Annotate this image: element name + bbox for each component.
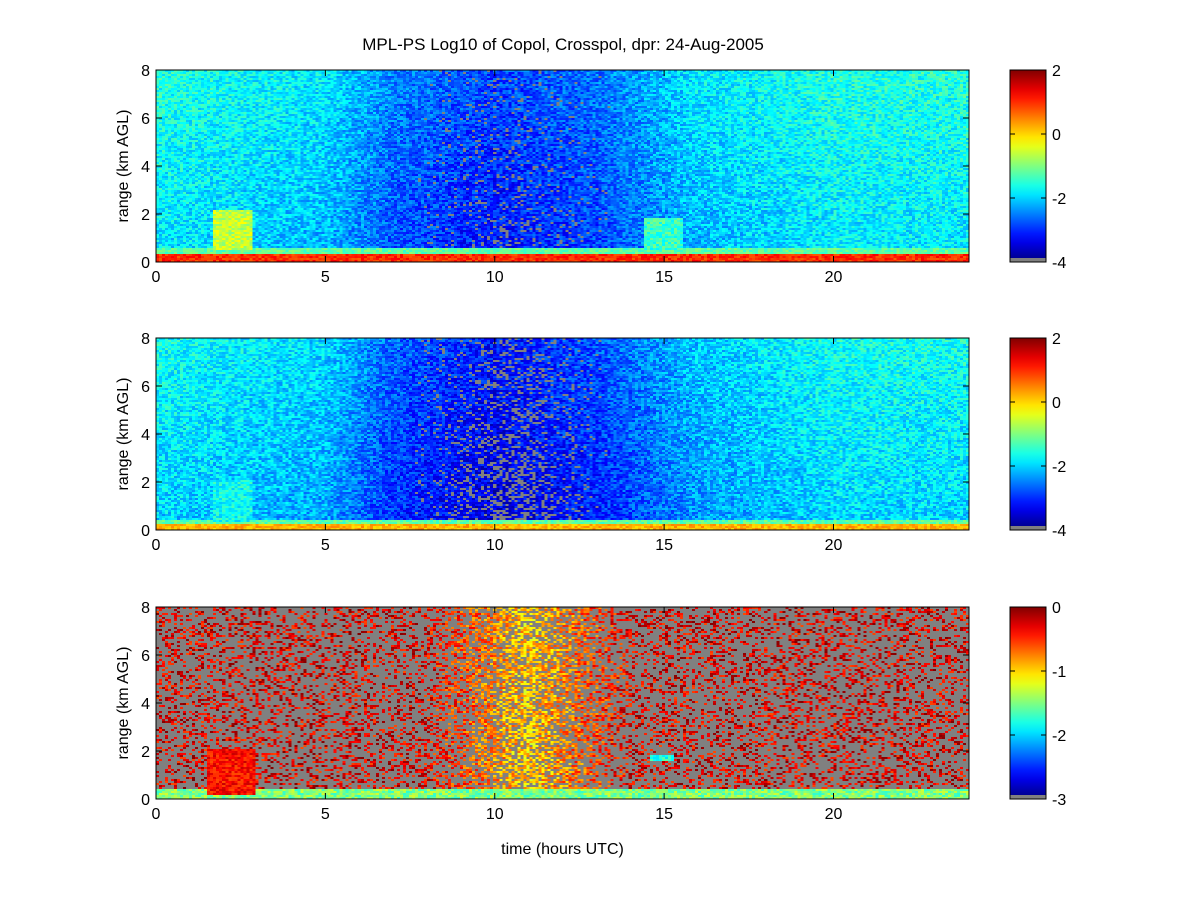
y-tick-label: 0: [141, 255, 150, 272]
colorbar-tick-label: -2: [1052, 191, 1066, 208]
colorbar-tick-label: -4: [1052, 255, 1066, 272]
y-tick-label: 6: [141, 111, 150, 128]
x-axis-label: time (hours UTC): [501, 841, 624, 858]
colorbar-tick-label: -3: [1052, 792, 1066, 809]
heatmap-image: [156, 70, 969, 262]
colorbar-tick-label: 2: [1052, 63, 1061, 80]
figure-title: MPL-PS Log10 of Copol, Crosspol, dpr: 24…: [362, 35, 764, 54]
colorbar-tick-label: -2: [1052, 728, 1066, 745]
y-tick-label: 4: [141, 696, 150, 713]
x-tick-label: 0: [152, 806, 161, 823]
x-tick-label: 10: [486, 806, 504, 823]
colorbar: [1010, 70, 1046, 262]
x-tick-label: 5: [321, 806, 330, 823]
heatmap-image: [156, 607, 969, 799]
x-tick-label: 0: [152, 537, 161, 554]
colorbar-tick-label: 0: [1052, 395, 1061, 412]
colorbar-tick-label: 0: [1052, 127, 1061, 144]
colorbar-tick-label: -2: [1052, 459, 1066, 476]
x-tick-label: 5: [321, 537, 330, 554]
x-tick-label: 15: [655, 269, 673, 286]
y-tick-label: 2: [141, 475, 150, 492]
colorbar-missing-swatch: [1010, 258, 1046, 262]
heatmap-panel-3: 0 5 10 15 20 0 2 4 6 8 range (km AGL) time (hours U…: [115, 600, 1066, 858]
colorbar-missing-swatch: [1010, 526, 1046, 530]
y-tick-label: 8: [141, 600, 150, 617]
x-tick-label: 20: [825, 269, 843, 286]
colorbar-frame: [1009, 337, 1047, 531]
y-tick-label: 6: [141, 379, 150, 396]
y-tick-label: 4: [141, 159, 150, 176]
colorbar: [1010, 338, 1046, 530]
x-tick-label: 0: [152, 269, 161, 286]
y-tick-label: 6: [141, 648, 150, 665]
y-axis-label: range (km AGL): [115, 647, 132, 760]
colorbar-frame: [1009, 69, 1047, 263]
y-axis-label: range (km AGL): [115, 378, 132, 491]
y-tick-label: 8: [141, 331, 150, 348]
y-tick-label: 0: [141, 523, 150, 540]
y-tick-label: 8: [141, 63, 150, 80]
y-axis-label: range (km AGL): [115, 110, 132, 223]
x-tick-label: 10: [486, 269, 504, 286]
x-tick-label: 20: [825, 537, 843, 554]
colorbar-frame: [1009, 606, 1047, 800]
y-tick-label: 2: [141, 744, 150, 761]
colorbar: [1010, 607, 1046, 799]
colorbar-missing-swatch: [1010, 795, 1046, 799]
colorbar-tick-label: -1: [1052, 664, 1066, 681]
y-tick-label: 4: [141, 427, 150, 444]
colorbar-tick-label: -4: [1052, 523, 1066, 540]
x-tick-label: 15: [655, 806, 673, 823]
x-tick-label: 10: [486, 537, 504, 554]
x-tick-label: 5: [321, 269, 330, 286]
y-tick-label: 0: [141, 792, 150, 809]
y-tick-label: 2: [141, 207, 150, 224]
colorbar-tick-label: 2: [1052, 331, 1061, 348]
x-tick-label: 20: [825, 806, 843, 823]
x-tick-label: 15: [655, 537, 673, 554]
colorbar-tick-label: 0: [1052, 600, 1061, 617]
heatmap-image: [156, 338, 969, 530]
